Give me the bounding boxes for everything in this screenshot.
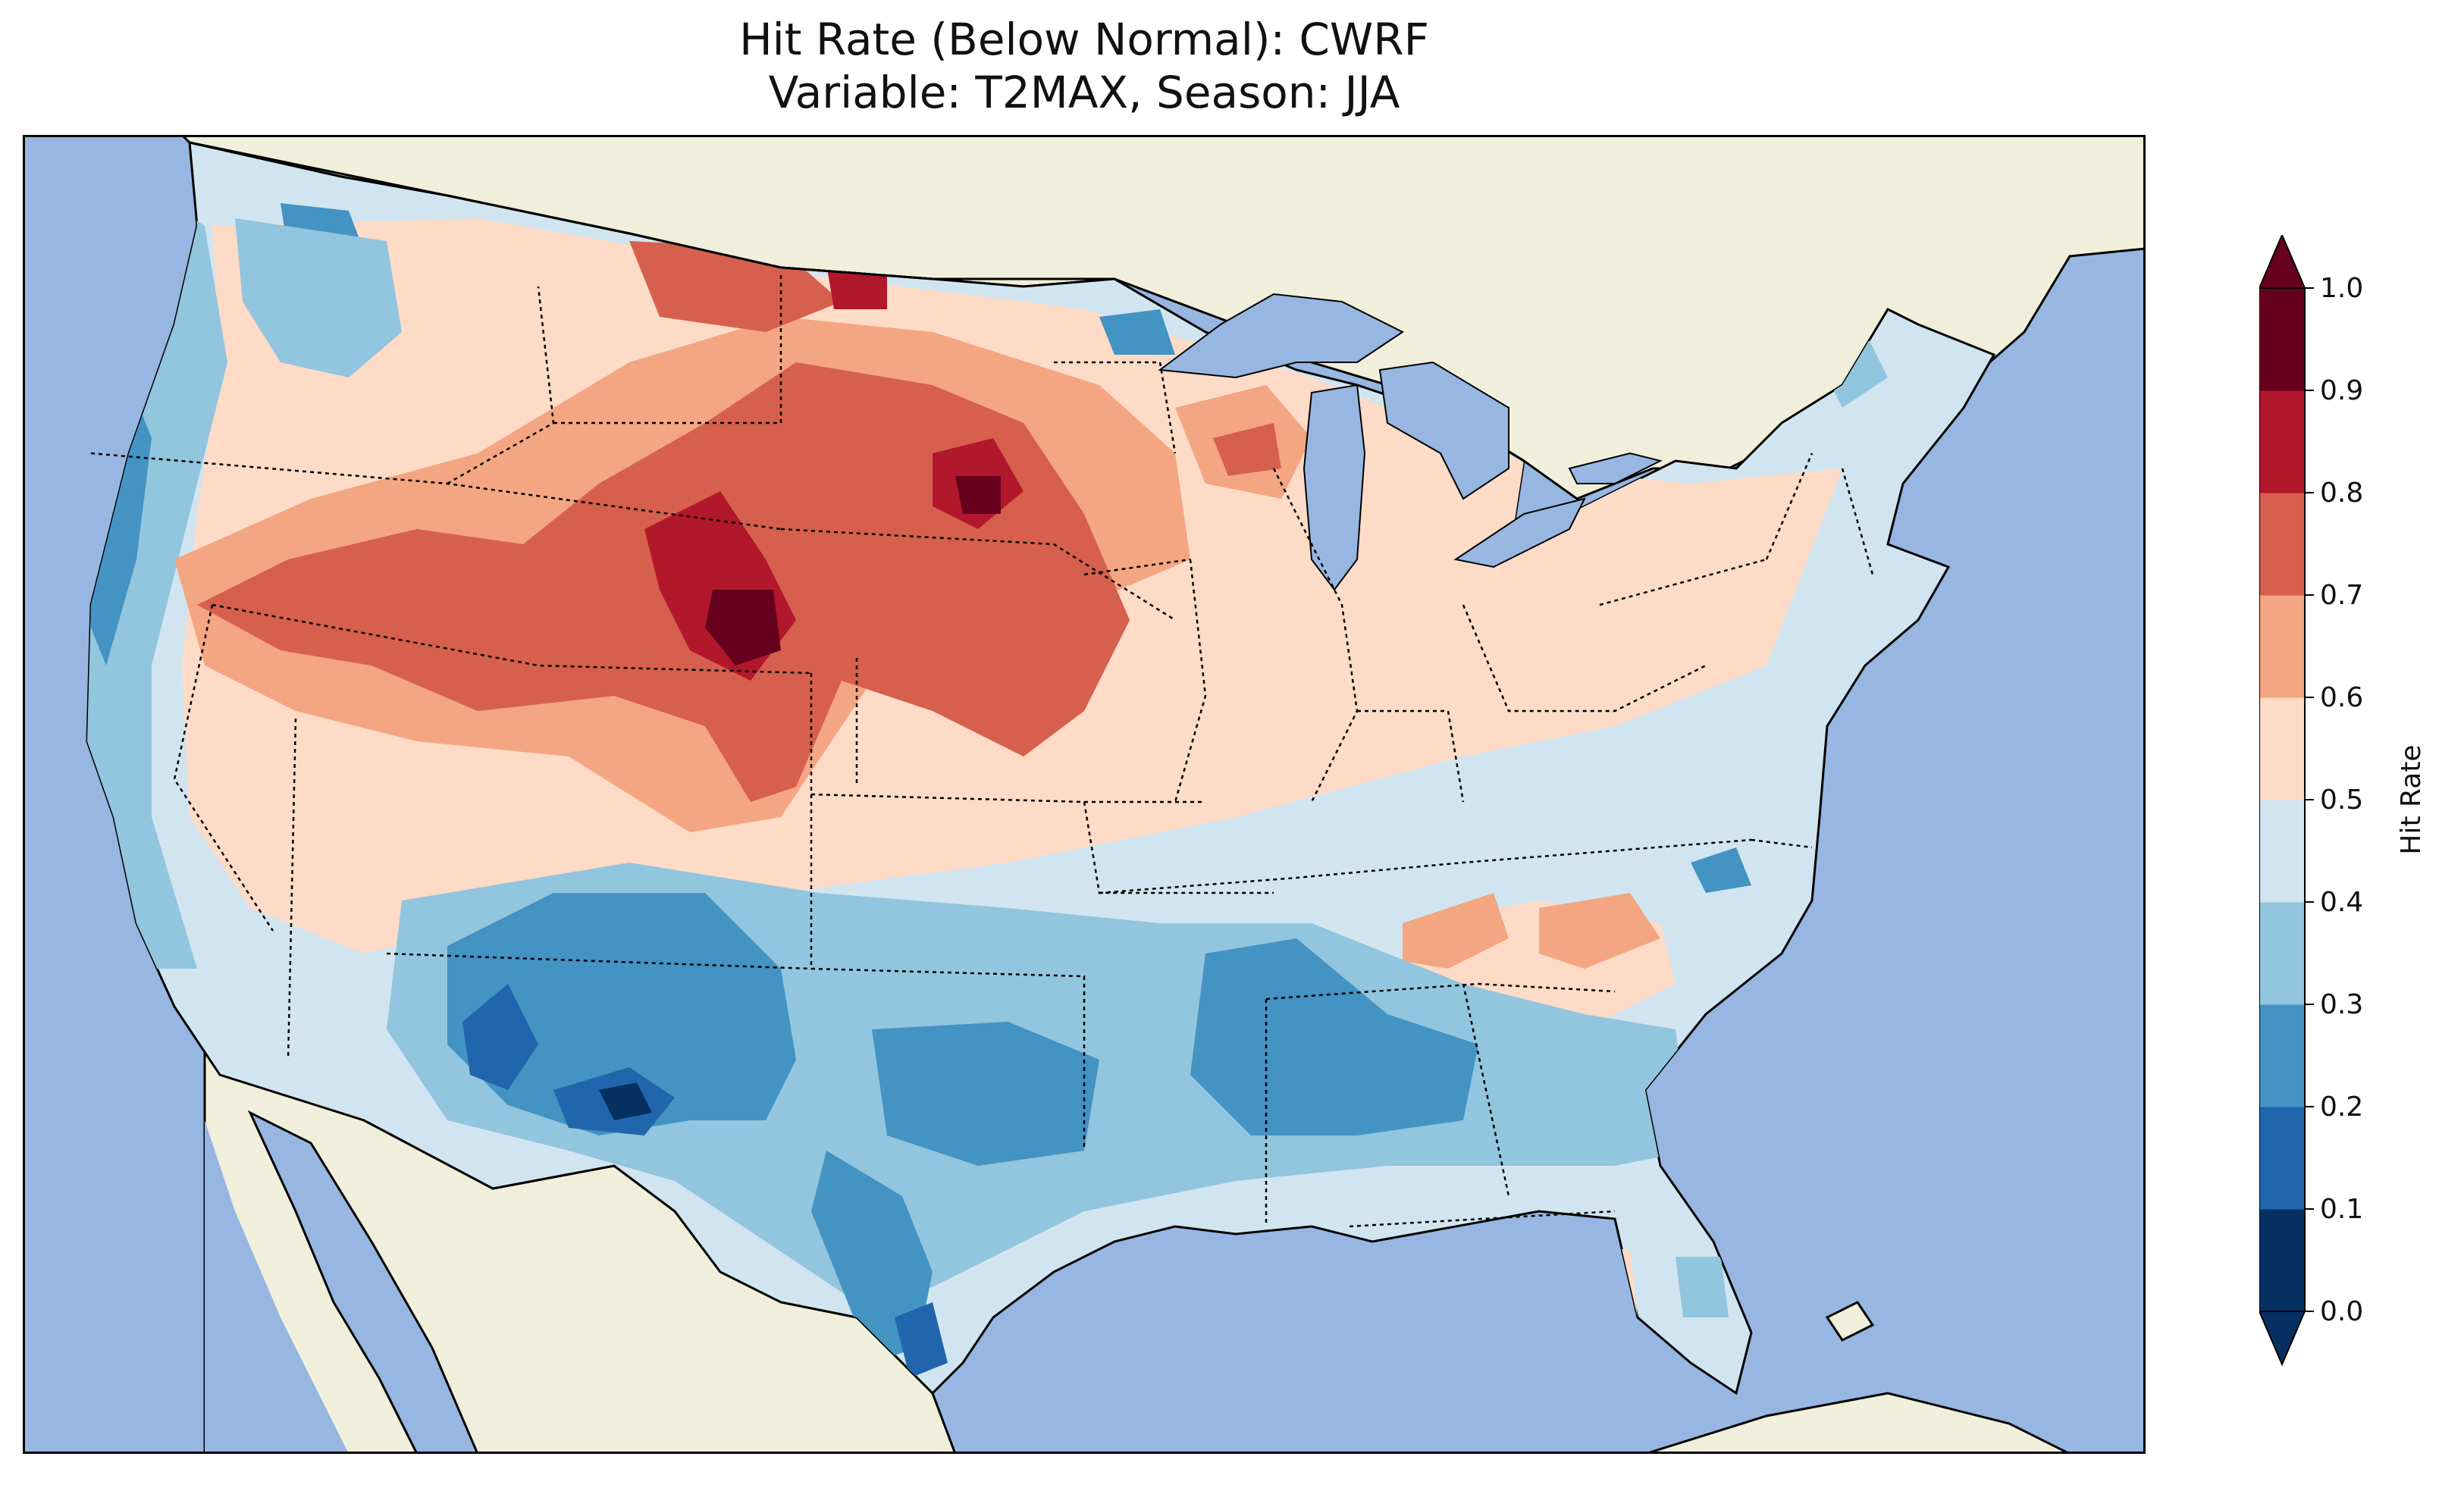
region-tx-020-030	[811, 1151, 933, 1363]
colorbar-bin-0.9-1.0	[2259, 288, 2305, 391]
colorbar-bin-0.5-0.6	[2259, 697, 2305, 800]
colorbar-bin-0.7-0.8	[2259, 493, 2305, 596]
colorbar-bins	[2259, 287, 2306, 1312]
colorbar-tick-label: 0.1	[2320, 1194, 2363, 1225]
colorbar-extend-top	[2259, 235, 2306, 289]
lake-huron	[1378, 361, 1509, 500]
colorbar-ticks: 0.0 0.1 0.2 0.3 0.4 0.5 0.6 0.7 0.8 0.9 1.0	[2305, 273, 2363, 1327]
map-border	[23, 135, 2146, 1454]
colorbar-tick-label: 0.9	[2320, 375, 2363, 406]
region-ok-020-030	[872, 1022, 1099, 1166]
colorbar-label: Hit Rate	[2396, 744, 2427, 854]
colorbar-bin-0.2-0.3	[2259, 1004, 2305, 1107]
colorbar-bin-0.1-0.2	[2259, 1107, 2305, 1210]
colorbar-tick-label: 0.6	[2320, 682, 2363, 713]
colorbar-tick-label: 0.2	[2320, 1092, 2363, 1123]
region-idaho-030-040	[235, 218, 402, 377]
colorbar-bin-0.6-0.7	[2259, 595, 2305, 698]
colorbar-bin-0.4-0.5	[2259, 800, 2305, 903]
colorbar-tick-label: 0.0	[2320, 1296, 2363, 1327]
lake-michigan	[1303, 384, 1366, 591]
colorbar-tick-label: 0.7	[2320, 580, 2363, 611]
colorbar-bin-0.8-0.9	[2259, 390, 2305, 493]
colorbar-tick-label: 0.5	[2320, 785, 2363, 816]
lake-ontario	[1568, 452, 1663, 484]
region-wi-020-030	[1099, 309, 1175, 355]
lake-erie	[1453, 497, 1586, 568]
region-la-020-030	[1190, 938, 1478, 1135]
region-nc-060-070	[1539, 893, 1660, 969]
map-title: Hit Rate (Below Normal): CWRF	[739, 14, 1429, 65]
gulf-of-california	[247, 1110, 479, 1454]
region-sd-090-100	[955, 476, 1001, 514]
region-mn-070-080	[1213, 423, 1281, 476]
land-bahamas	[1825, 1301, 1875, 1342]
region-fl-030-040	[1676, 1257, 1729, 1317]
region-tx-000-010	[599, 1082, 652, 1120]
colorbar-tick-label: 0.3	[2320, 989, 2363, 1020]
region-nc-030-040	[1691, 847, 1751, 893]
colorbar-bin-0.3-0.4	[2259, 902, 2305, 1005]
region-nm-010-020	[462, 984, 538, 1090]
pacific-mexico	[205, 1120, 349, 1454]
map-subtitle: Variable: T2MAX, Season: JJA	[768, 67, 1400, 118]
hit-rate-field	[87, 196, 1888, 1378]
region-ky-060-070	[1403, 893, 1509, 969]
region-090-100	[705, 590, 781, 666]
lake-superior	[1158, 293, 1404, 379]
colorbar-tick-label: 1.0	[2320, 273, 2363, 304]
state-boundaries	[90, 271, 1874, 1228]
region-south-020-030	[447, 893, 796, 1135]
colorbar-extend-bottom	[2259, 1311, 2306, 1367]
colorbar-tick-label: 0.8	[2320, 478, 2363, 509]
colorbar-bin-0.0-0.1	[2259, 1209, 2305, 1312]
land-cuba	[1644, 1392, 2071, 1454]
us-canada-border	[189, 141, 1114, 280]
map-panel	[23, 135, 2146, 1454]
colorbar-tick-label: 0.4	[2320, 887, 2363, 918]
colorbar: 0.0 0.1 0.2 0.3 0.4 0.5 0.6 0.7 0.8 0.9 1.0 Hit Ra…	[2259, 235, 2427, 1367]
region-tx3-010-020	[895, 1302, 948, 1378]
